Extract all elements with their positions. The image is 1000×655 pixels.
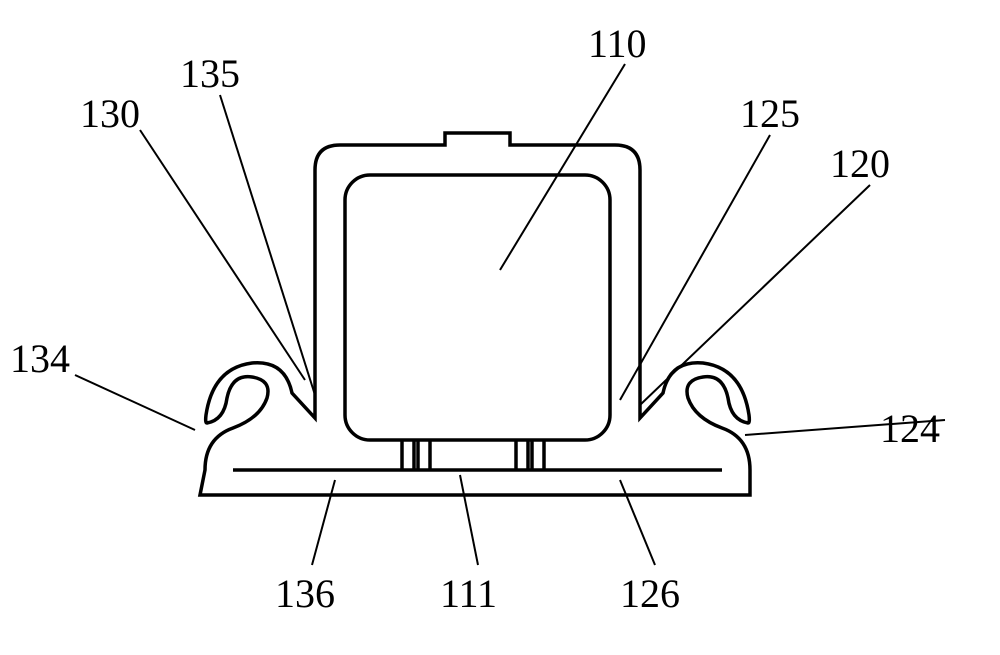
inner-body [345, 175, 610, 440]
label-134: 134 [10, 335, 70, 382]
leader-110 [500, 64, 625, 270]
foot-4 [532, 440, 544, 470]
foot-3 [516, 440, 528, 470]
label-130: 130 [80, 90, 140, 137]
cross-section-shape [200, 133, 750, 495]
leader-130 [140, 130, 305, 380]
foot-2 [418, 440, 430, 470]
foot-1 [402, 440, 414, 470]
label-110: 110 [588, 20, 647, 67]
leader-135 [220, 95, 315, 395]
diagram-canvas [0, 0, 1000, 655]
label-120: 120 [830, 140, 890, 187]
leader-120 [640, 185, 870, 405]
leader-134 [75, 375, 195, 430]
leader-125 [620, 135, 770, 400]
label-136: 136 [275, 570, 335, 617]
label-126: 126 [620, 570, 680, 617]
label-125: 125 [740, 90, 800, 137]
label-124: 124 [880, 405, 940, 452]
leader-111 [460, 475, 478, 565]
leader-126 [620, 480, 655, 565]
label-135: 135 [180, 50, 240, 97]
leader-136 [312, 480, 335, 565]
label-111: 111 [440, 570, 497, 617]
